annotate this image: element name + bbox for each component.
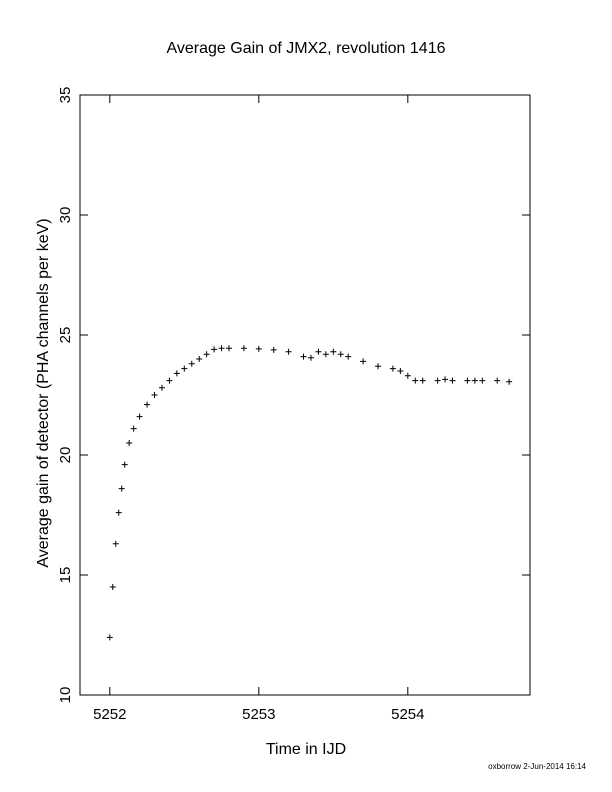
y-tick-label: 10 — [57, 687, 74, 704]
y-tick-label: 15 — [57, 567, 74, 584]
data-point — [255, 345, 262, 352]
plot-frame — [79, 94, 531, 696]
data-point — [196, 356, 203, 362]
data-point — [115, 509, 122, 516]
data-point — [494, 377, 501, 384]
data-point — [337, 351, 344, 358]
data-point — [404, 372, 411, 379]
credit-footer: oxborrow 2-Jun-2014 16:14 — [488, 762, 586, 771]
data-point — [419, 377, 426, 384]
data-point — [449, 377, 456, 384]
data-point — [151, 392, 158, 398]
data-point — [330, 348, 337, 355]
data-point — [471, 377, 478, 384]
data-point — [130, 425, 137, 432]
data-point — [375, 363, 382, 370]
data-point — [166, 377, 173, 384]
data-series — [106, 345, 513, 641]
data-point — [285, 348, 292, 355]
data-point — [158, 384, 165, 391]
data-point — [315, 348, 322, 355]
x-tick-label: 5252 — [93, 706, 126, 723]
data-point — [144, 401, 151, 408]
y-tick-label: 25 — [57, 327, 74, 344]
data-point — [181, 365, 188, 372]
data-point — [203, 351, 210, 358]
data-point — [307, 354, 314, 361]
data-point — [442, 376, 449, 383]
data-point — [118, 485, 125, 492]
x-tick-label: 5253 — [242, 706, 275, 723]
data-point — [106, 634, 113, 641]
data-point — [121, 461, 128, 468]
data-point — [389, 365, 396, 372]
data-point — [506, 378, 513, 385]
y-axis-ticks: 10 15 20 25 30 35 — [57, 87, 530, 704]
data-point — [109, 584, 116, 590]
data-point — [173, 370, 180, 377]
x-tick-label: 5254 — [391, 706, 424, 723]
data-point — [226, 345, 233, 352]
data-point — [218, 345, 225, 352]
data-point — [211, 346, 218, 353]
x-axis-ticks: 5252 5253 5254 — [93, 95, 425, 723]
data-point — [300, 353, 307, 360]
data-point — [322, 351, 329, 358]
data-point — [270, 346, 277, 353]
data-point — [188, 360, 195, 367]
data-point — [397, 368, 404, 374]
data-point — [112, 540, 119, 547]
y-tick-label: 30 — [57, 207, 74, 224]
data-point — [126, 440, 133, 446]
data-point — [464, 377, 471, 384]
data-point — [479, 377, 486, 384]
data-point — [360, 358, 367, 365]
y-tick-label: 20 — [57, 447, 74, 464]
data-point — [136, 413, 143, 420]
data-point — [412, 377, 419, 384]
y-axis-label: Average gain of detector (PHA channels p… — [35, 218, 52, 567]
chart-title: Average Gain of JMX2, revolution 1416 — [167, 40, 446, 57]
x-axis-label: Time in IJD — [266, 741, 346, 758]
data-point — [240, 345, 247, 352]
y-tick-label: 35 — [57, 87, 74, 104]
data-point — [345, 353, 352, 360]
data-point — [434, 377, 441, 384]
